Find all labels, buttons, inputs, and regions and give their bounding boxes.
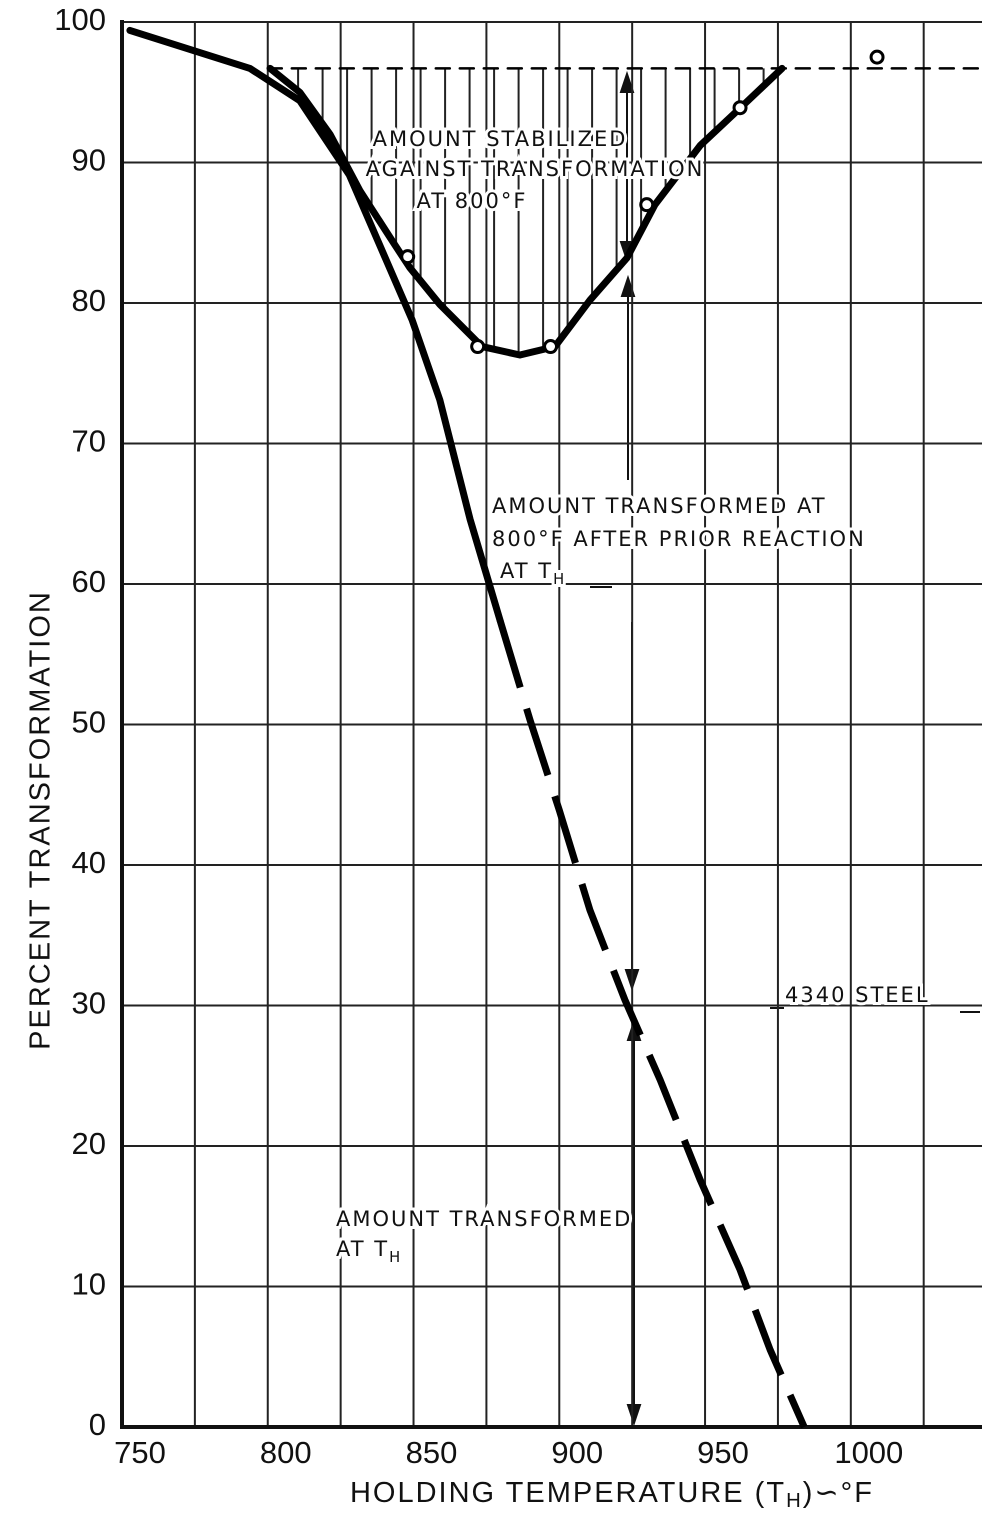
annotation: AT 800°F	[417, 189, 528, 213]
annotation: AMOUNT TRANSFORMED AT	[492, 494, 827, 518]
text-part: AT T	[336, 1237, 389, 1261]
x-tick-label: 800	[260, 1435, 312, 1470]
y-tick-label: 90	[72, 143, 106, 178]
x-tick-label: 900	[551, 1435, 603, 1470]
arrow-head	[620, 274, 636, 297]
y-tick-label: 30	[72, 986, 106, 1021]
data-point	[732, 100, 748, 116]
text-part: AT T	[500, 559, 553, 583]
x-tick-label: 1000	[834, 1435, 903, 1470]
curve	[266, 64, 786, 359]
curve	[126, 26, 504, 624]
y-tick-label: 50	[72, 705, 106, 740]
y-axis-label: PERCENT TRANSFORMATION	[25, 590, 57, 1050]
y-tick-label: 40	[72, 845, 106, 880]
arrows	[590, 70, 980, 1427]
subscript: H	[786, 1490, 803, 1512]
data-point	[400, 249, 416, 265]
annotation: AT TH	[500, 559, 566, 588]
data-point	[639, 197, 655, 213]
annotation: 4340 STEEL	[785, 983, 930, 1007]
data-point	[869, 49, 885, 65]
x-tick-label: 850	[406, 1435, 458, 1470]
subscript: H	[389, 1249, 402, 1266]
subscript: H	[553, 571, 566, 588]
annotation: AMOUNT STABILIZED	[373, 127, 628, 151]
y-tick-label: 70	[72, 424, 106, 459]
text-part: )∽°F	[803, 1477, 874, 1509]
annotation: AGAINST TRANSFORMATION	[366, 157, 705, 181]
curve	[496, 619, 808, 1429]
y-tick-label: 20	[72, 1126, 106, 1161]
text-part: HOLDING TEMPERATURE (T	[350, 1477, 786, 1509]
y-tick-label: 60	[72, 564, 106, 599]
data-point	[470, 339, 486, 355]
data-point	[543, 339, 559, 355]
annotation: AMOUNT TRANSFORMED	[336, 1207, 632, 1231]
y-tick-label: 10	[72, 1267, 106, 1302]
x-tick-label: 950	[697, 1435, 749, 1470]
annotation: AT TH	[336, 1237, 402, 1266]
y-tick-label: 100	[54, 2, 106, 37]
y-tick-label: 0	[89, 1407, 106, 1442]
x-tick-label: 750	[114, 1435, 166, 1470]
annotation: 800°F AFTER PRIOR REACTION	[492, 527, 866, 551]
x-axis-label: HOLDING TEMPERATURE (TH)∽°F	[350, 1477, 874, 1513]
y-tick-label: 80	[72, 283, 106, 318]
